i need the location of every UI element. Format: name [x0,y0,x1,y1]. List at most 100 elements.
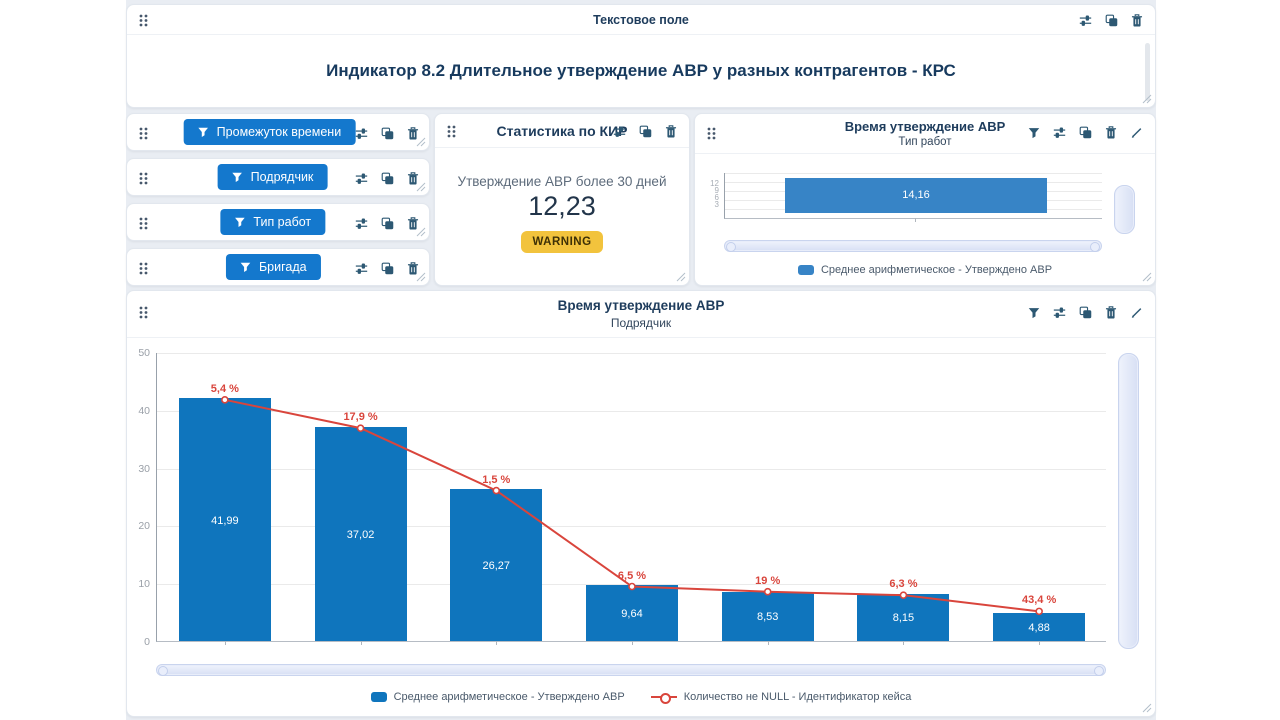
y-axis-tick-label: 40 [138,404,150,417]
delete-icon[interactable] [407,217,419,230]
chart-header: Время утверждение АВР Подрядчик [127,291,1155,338]
duplicate-icon[interactable] [639,125,652,138]
gridline [157,353,1106,354]
bar-contractor-2[interactable] [314,427,407,641]
duplicate-icon[interactable] [1079,126,1092,139]
dashboard-canvas: Текстовое поле Индикатор 8.2 Длительное … [126,0,1156,720]
horizontal-scrollbar[interactable] [156,664,1106,676]
y-axis-tick-label: 3 [714,200,719,209]
filter-widget-4: Бригада [126,248,430,286]
drag-handle-icon[interactable] [139,14,148,27]
line-point-6[interactable] [899,591,908,599]
bar-contractor-3[interactable] [450,489,543,641]
edit-icon[interactable] [1130,306,1143,319]
y-axis-tick-label: 6 [714,193,719,202]
settings-icon[interactable] [355,172,368,185]
delete-icon[interactable] [407,127,419,140]
line-point-3[interactable] [492,486,501,495]
line-point-1[interactable] [221,396,229,404]
gridline [157,410,1106,412]
edit-icon[interactable] [1130,126,1143,139]
resize-grip-icon[interactable] [1142,94,1152,104]
filter-icon[interactable] [1028,307,1040,319]
filter-button-label: Бригада [258,260,307,274]
x-axis-tick [632,641,633,645]
bar-contractor-7[interactable] [993,612,1086,641]
chart-panel-worktype: Время утверждение АВР Тип работ 14,16 12… [694,113,1156,286]
drag-handle-icon[interactable] [139,262,148,275]
drag-handle-icon[interactable] [139,127,148,140]
kpi-value: 12,23 [528,191,596,221]
duplicate-icon[interactable] [1079,306,1092,319]
duplicate-icon[interactable] [381,217,394,230]
drag-handle-icon[interactable] [707,127,716,140]
line-percent-label: 6,3 % [889,578,918,591]
resize-grip-icon[interactable] [416,137,426,147]
settings-icon[interactable] [355,217,368,230]
horizontal-scrollbar[interactable] [724,240,1102,252]
delete-icon[interactable] [665,125,677,138]
resize-grip-icon[interactable] [1142,272,1152,282]
chart-header: Время утверждение АВР Тип работ [695,114,1155,154]
legend-item-line[interactable]: Количество не NULL - Идентификатор кейса [650,691,911,704]
line-series [221,396,1043,616]
legend-item-bar[interactable]: Среднее арифметическое - Утверждено АВР [370,691,625,703]
line-percent-label: 6,5 % [617,569,647,582]
text-widget-scrollbar[interactable] [1145,43,1150,101]
line-point-2[interactable] [356,424,365,432]
text-widget-header: Текстовое поле [127,5,1155,35]
legend-line-marker [650,692,677,704]
line-percent-label: 5,4 % [210,382,239,395]
resize-grip-icon[interactable] [416,227,426,237]
settings-icon[interactable] [1053,306,1066,319]
drag-handle-icon[interactable] [139,172,148,185]
settings-icon[interactable] [355,262,368,275]
settings-icon[interactable] [613,125,626,138]
dashboard-title: Индикатор 8.2 Длительное утверждение АВР… [326,61,956,80]
resize-grip-icon[interactable] [416,182,426,192]
filter-button[interactable]: Бригада [225,254,321,280]
filter-button[interactable]: Подрядчик [217,164,328,190]
resize-grip-icon[interactable] [416,272,426,282]
delete-icon[interactable] [1131,14,1143,27]
filter-button[interactable]: Промежуток времени [183,119,356,145]
delete-icon[interactable] [1105,126,1117,139]
resize-grip-icon[interactable] [1142,703,1152,713]
line-percent-label: 43,4 % [1022,594,1057,607]
bar-contractor-6[interactable] [857,593,950,641]
line-point-5[interactable] [763,587,772,596]
bar-contractor-4[interactable] [586,585,678,641]
gridline [725,173,1102,174]
settings-icon[interactable] [1079,14,1092,27]
settings-icon[interactable] [1053,126,1066,139]
bar-contractor-1[interactable] [178,398,271,641]
delete-icon[interactable] [407,262,419,275]
duplicate-icon[interactable] [381,127,394,140]
y-axis-tick-label: 0 [144,636,150,648]
vertical-scrollbar[interactable] [1118,353,1139,649]
chart-plot-area: 0 10 20 30 40 50 41,99 37,02 26,27 9,64 8,53 8,15 4,… [138,347,1106,648]
filter-icon[interactable] [1028,127,1040,139]
resize-grip-icon[interactable] [676,272,686,282]
delete-icon[interactable] [1105,306,1117,319]
bar-worktype-1[interactable] [785,178,1047,213]
filter-button[interactable]: Тип работ [220,209,326,235]
bar-value-label: 4,88 [1028,621,1050,634]
settings-icon[interactable] [355,127,368,140]
duplicate-icon[interactable] [381,172,394,185]
drag-handle-icon[interactable] [447,125,456,138]
delete-icon[interactable] [407,172,419,185]
drag-handle-icon[interactable] [139,217,148,230]
bar-contractor-5[interactable] [721,591,814,641]
kpi-label: Утверждение АВР более 30 дней [457,174,667,189]
line-point-7[interactable] [1035,607,1043,616]
drag-handle-icon[interactable] [139,306,148,319]
duplicate-icon[interactable] [1105,14,1118,27]
text-widget-body: Индикатор 8.2 Длительное утверждение АВР… [127,35,1155,107]
gridline [157,526,1106,528]
vertical-scrollbar[interactable] [1114,185,1135,234]
legend-item-bar[interactable]: Среднее арифметическое - Утверждено АВР [797,264,1052,276]
line-point-4[interactable] [628,582,636,591]
filter-button-label: Подрядчик [250,170,314,184]
duplicate-icon[interactable] [381,262,394,275]
